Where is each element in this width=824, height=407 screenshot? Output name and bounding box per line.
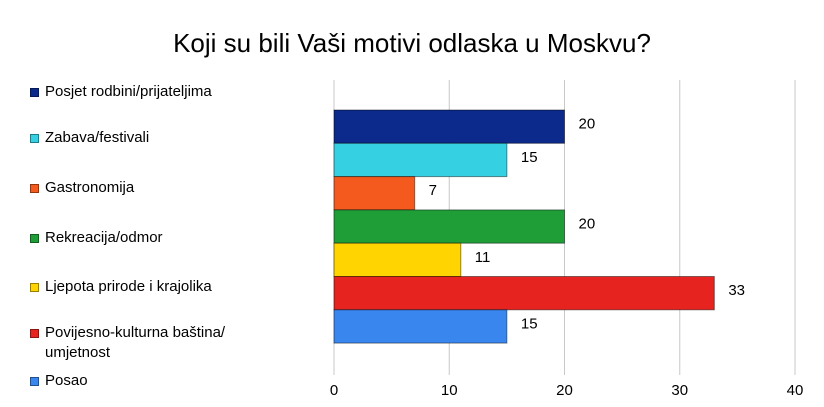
legend-swatch	[30, 329, 39, 338]
legend-swatch	[30, 184, 39, 193]
bar	[333, 209, 565, 244]
legend-label: Gastronomija	[45, 179, 135, 196]
bar	[333, 176, 416, 211]
legend-item: Posjet rodbini/prijateljima	[30, 82, 292, 102]
data-label: 15	[521, 149, 538, 166]
x-tick-label: 20	[556, 382, 573, 399]
legend-label: Ljepota prirode i krajolika	[45, 278, 212, 295]
chart-title: Koji su bili Vaši motivi odlaska u Moskv…	[173, 28, 651, 58]
legend-item: Povijesno-kulturna baština/ umjetnost	[30, 323, 292, 363]
bar	[333, 109, 565, 144]
legend-swatch	[30, 283, 39, 292]
data-label: 7	[429, 182, 437, 199]
data-label: 11	[475, 249, 491, 266]
x-tick-label: 30	[671, 382, 688, 399]
legend-item: Rekreacija/odmor	[30, 228, 292, 248]
data-label: 15	[521, 315, 538, 332]
legend-item: Zabava/festivali	[30, 128, 292, 148]
legend-label: Posjet rodbini/prijateljima	[45, 83, 212, 100]
legend-item: Posao	[30, 371, 292, 391]
x-tick-label: 40	[787, 382, 804, 399]
x-tick-label: 10	[441, 382, 458, 399]
legend-item: Ljepota prirode i krajolika	[30, 277, 292, 297]
x-tick-label: 0	[330, 382, 338, 399]
bar	[333, 309, 508, 344]
legend-label: Povijesno-kulturna baština/ umjetnost	[45, 324, 226, 361]
legend-label: Zabava/festivali	[45, 129, 150, 146]
bar	[333, 142, 508, 178]
legend-item: Gastronomija	[30, 178, 292, 198]
legend-label: Rekreacija/odmor	[45, 229, 163, 246]
bar	[333, 276, 715, 311]
legend-swatch	[30, 134, 39, 143]
legend-swatch	[30, 377, 39, 386]
legend-swatch	[30, 88, 39, 97]
legend-label: Posao	[45, 372, 88, 389]
data-label: 20	[579, 216, 596, 233]
data-label: 33	[728, 282, 745, 299]
legend-swatch	[30, 234, 39, 243]
data-label: 20	[579, 116, 596, 133]
bar	[333, 242, 462, 277]
